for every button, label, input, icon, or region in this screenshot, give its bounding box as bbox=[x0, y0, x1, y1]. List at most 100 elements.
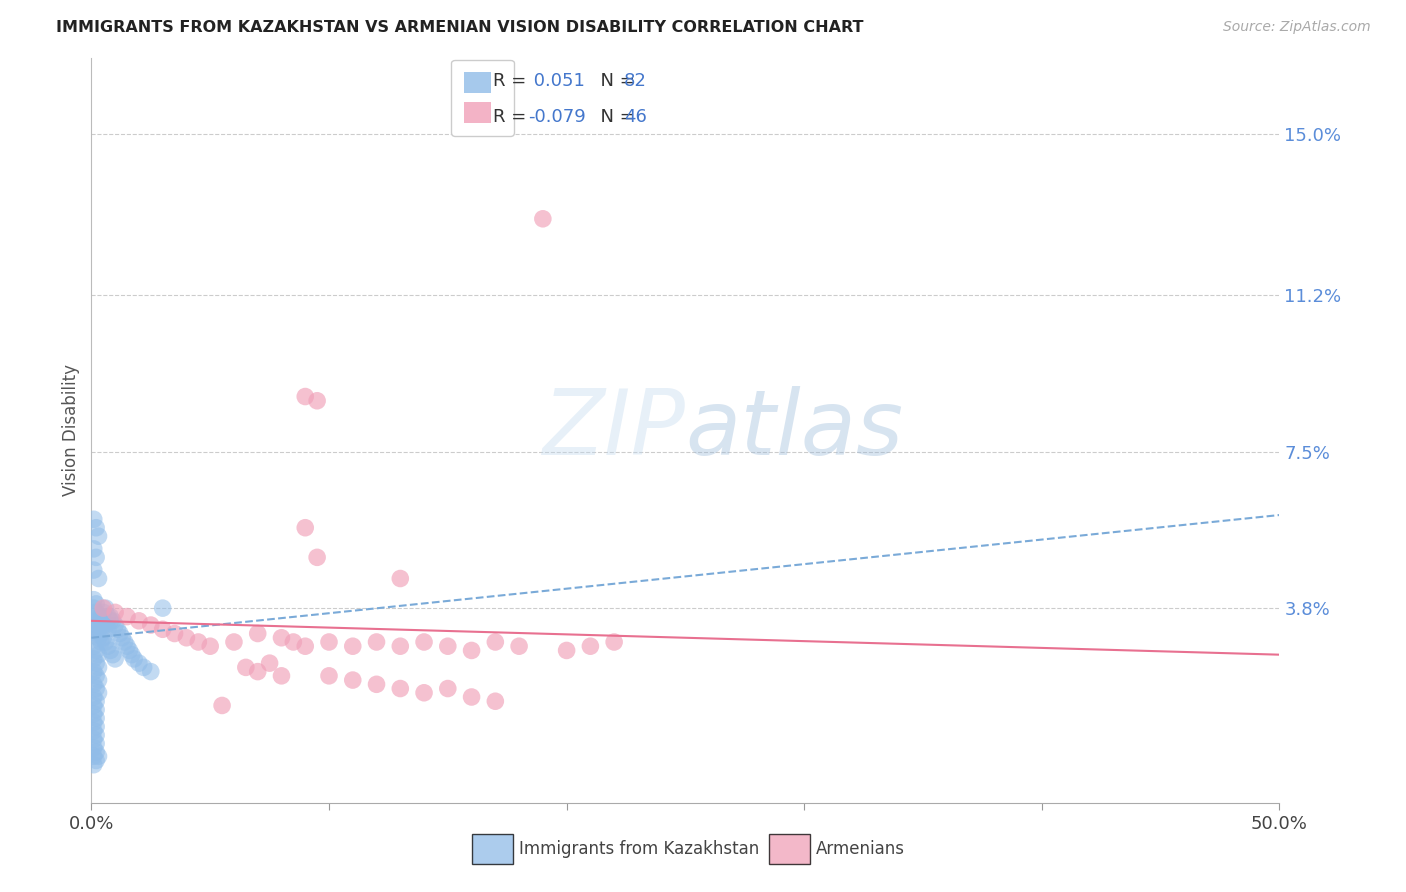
Point bbox=[270, 669, 292, 683]
Point bbox=[83, 622, 105, 636]
Text: N =: N = bbox=[589, 108, 640, 126]
Point bbox=[107, 622, 129, 636]
Point bbox=[87, 529, 110, 543]
Point bbox=[87, 648, 110, 662]
Point bbox=[413, 686, 436, 700]
Point bbox=[118, 643, 141, 657]
Point bbox=[83, 512, 105, 526]
Point bbox=[90, 614, 112, 628]
Point bbox=[246, 665, 269, 679]
Point bbox=[83, 740, 105, 755]
Point bbox=[115, 639, 138, 653]
Point bbox=[83, 639, 105, 653]
Text: Armenians: Armenians bbox=[815, 840, 905, 858]
Point bbox=[259, 656, 281, 670]
Text: N =: N = bbox=[589, 72, 640, 90]
Point bbox=[90, 635, 112, 649]
Point bbox=[84, 550, 107, 565]
Point bbox=[318, 669, 340, 683]
Point bbox=[187, 635, 209, 649]
Point bbox=[294, 521, 316, 535]
Point bbox=[108, 626, 131, 640]
Point bbox=[122, 652, 145, 666]
Point bbox=[436, 681, 458, 696]
Point bbox=[211, 698, 233, 713]
Point bbox=[91, 618, 114, 632]
Point bbox=[97, 609, 120, 624]
Point bbox=[413, 635, 436, 649]
Text: Immigrants from Kazakhstan: Immigrants from Kazakhstan bbox=[519, 840, 759, 858]
Point bbox=[83, 706, 105, 721]
Point bbox=[83, 698, 105, 713]
Point bbox=[307, 550, 329, 565]
Point bbox=[84, 521, 107, 535]
Text: ZIP: ZIP bbox=[543, 386, 685, 475]
Point bbox=[90, 626, 112, 640]
Text: IMMIGRANTS FROM KAZAKHSTAN VS ARMENIAN VISION DISABILITY CORRELATION CHART: IMMIGRANTS FROM KAZAKHSTAN VS ARMENIAN V… bbox=[56, 20, 863, 35]
Point bbox=[294, 390, 316, 404]
Point bbox=[460, 643, 482, 657]
Point bbox=[531, 211, 554, 226]
Text: -0.079: -0.079 bbox=[529, 108, 586, 126]
Point bbox=[84, 728, 107, 742]
Point bbox=[200, 639, 222, 653]
Point bbox=[318, 635, 340, 649]
Point bbox=[83, 601, 105, 615]
Y-axis label: Vision Disability: Vision Disability bbox=[62, 365, 80, 496]
Point bbox=[579, 639, 602, 653]
Point bbox=[139, 665, 162, 679]
FancyBboxPatch shape bbox=[471, 834, 513, 863]
Point bbox=[87, 572, 110, 586]
Point bbox=[83, 749, 105, 764]
Point bbox=[603, 635, 626, 649]
Point bbox=[83, 592, 105, 607]
Point bbox=[389, 572, 412, 586]
Point bbox=[83, 677, 105, 691]
Point bbox=[91, 614, 114, 628]
Point bbox=[555, 643, 578, 657]
Point bbox=[97, 622, 120, 636]
Point bbox=[84, 656, 107, 670]
Point bbox=[484, 694, 506, 708]
Point bbox=[84, 745, 107, 759]
Text: R =: R = bbox=[494, 108, 531, 126]
Point bbox=[307, 393, 329, 408]
Point bbox=[436, 639, 458, 653]
Point bbox=[84, 737, 107, 751]
Point bbox=[83, 665, 105, 679]
FancyBboxPatch shape bbox=[769, 834, 810, 863]
Point bbox=[83, 563, 105, 577]
Point bbox=[91, 601, 114, 615]
Point bbox=[87, 622, 110, 636]
Point bbox=[389, 639, 412, 653]
Legend: , : , bbox=[451, 60, 515, 136]
Point bbox=[101, 614, 124, 628]
Point bbox=[87, 673, 110, 687]
Point bbox=[94, 601, 117, 615]
Point bbox=[114, 635, 136, 649]
Point bbox=[91, 606, 114, 620]
Point bbox=[111, 631, 134, 645]
Point bbox=[84, 681, 107, 696]
Point bbox=[121, 648, 143, 662]
Point bbox=[104, 652, 127, 666]
Point bbox=[132, 660, 155, 674]
Point bbox=[83, 715, 105, 730]
Point bbox=[100, 614, 122, 628]
Point bbox=[83, 541, 105, 556]
Point bbox=[366, 635, 388, 649]
Point bbox=[84, 618, 107, 632]
Point bbox=[294, 639, 316, 653]
Point bbox=[87, 631, 110, 645]
Text: 46: 46 bbox=[624, 108, 647, 126]
Point bbox=[84, 754, 107, 768]
Point bbox=[83, 723, 105, 738]
Point bbox=[84, 643, 107, 657]
Point bbox=[342, 673, 364, 687]
Point bbox=[83, 757, 105, 772]
Point bbox=[283, 635, 305, 649]
Point bbox=[389, 681, 412, 696]
Point bbox=[84, 606, 107, 620]
Point bbox=[97, 639, 120, 653]
Text: Source: ZipAtlas.com: Source: ZipAtlas.com bbox=[1223, 20, 1371, 34]
